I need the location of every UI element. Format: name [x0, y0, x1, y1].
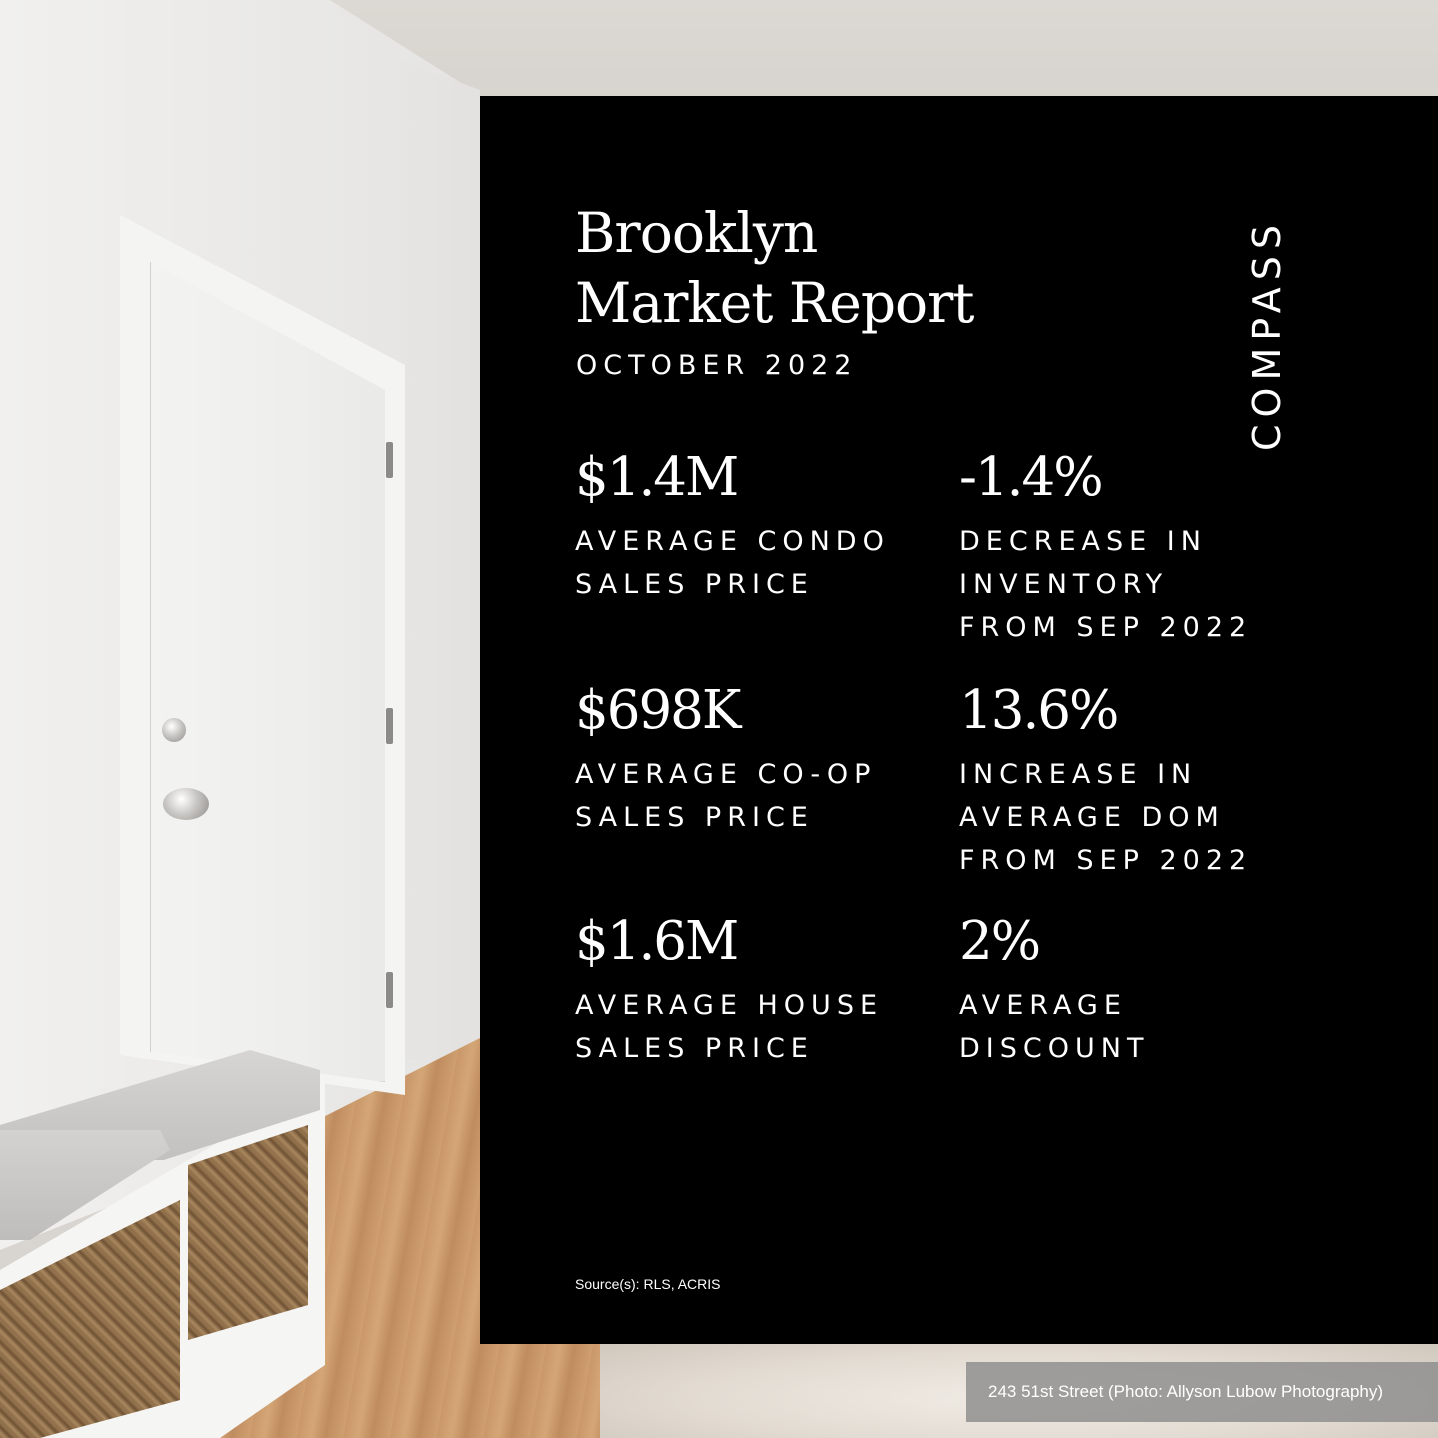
stat-label: AVERAGE HOUSE SALES PRICE	[575, 990, 884, 1064]
stat-label: AVERAGE CONDO SALES PRICE	[575, 526, 890, 600]
storage-basket	[188, 1125, 308, 1340]
report-title: Brooklyn Market Report	[575, 198, 975, 338]
stat-avg-coop-price: $698K AVERAGE CO-OP SALES PRICE	[575, 681, 945, 839]
photo-caption: 243 51st Street (Photo: Allyson Lubow Ph…	[966, 1362, 1438, 1422]
report-date: OCTOBER 2022	[576, 350, 858, 381]
compass-logo: COMPASS	[1245, 121, 1289, 451]
wall-corner	[400, 60, 480, 1060]
stat-value: -1.4%	[959, 447, 1104, 508]
report-title-line1: Brooklyn	[575, 201, 818, 265]
stat-value: $1.6M	[575, 911, 739, 972]
stat-label: AVERAGE DISCOUNT	[959, 990, 1150, 1064]
stat-dom-change: 13.6% INCREASE IN AVERAGE DOM FROM SEP 2…	[959, 681, 1339, 882]
stat-value: 2%	[959, 911, 1041, 972]
stat-avg-house-price: $1.6M AVERAGE HOUSE SALES PRICE	[575, 912, 945, 1070]
stat-label: DECREASE IN INVENTORY FROM SEP 2022	[959, 526, 1253, 643]
door-knob	[163, 788, 209, 820]
stat-inventory-change: -1.4% DECREASE IN INVENTORY FROM SEP 202…	[959, 448, 1339, 649]
brand-name: COMPASS	[1245, 218, 1289, 451]
stat-value: 13.6%	[959, 680, 1119, 741]
stat-avg-discount: 2% AVERAGE DISCOUNT	[959, 912, 1339, 1070]
stat-avg-condo-price: $1.4M AVERAGE CONDO SALES PRICE	[575, 448, 945, 606]
stat-value: $698K	[575, 680, 741, 741]
door-hinge	[386, 708, 393, 744]
report-panel: Brooklyn Market Report OCTOBER 2022 COMP…	[480, 96, 1438, 1344]
stat-value: $1.4M	[575, 447, 739, 508]
stat-label: AVERAGE CO-OP SALES PRICE	[575, 759, 877, 833]
door-hinge	[386, 972, 393, 1008]
door	[150, 262, 385, 1082]
stat-label: INCREASE IN AVERAGE DOM FROM SEP 2022	[959, 759, 1253, 876]
report-title-line2: Market Report	[575, 271, 975, 335]
door-hinge	[386, 442, 393, 478]
photo-caption-text: 243 51st Street (Photo: Allyson Lubow Ph…	[988, 1382, 1384, 1401]
data-source-note: Source(s): RLS, ACRIS	[575, 1276, 721, 1292]
deadbolt	[162, 718, 186, 742]
